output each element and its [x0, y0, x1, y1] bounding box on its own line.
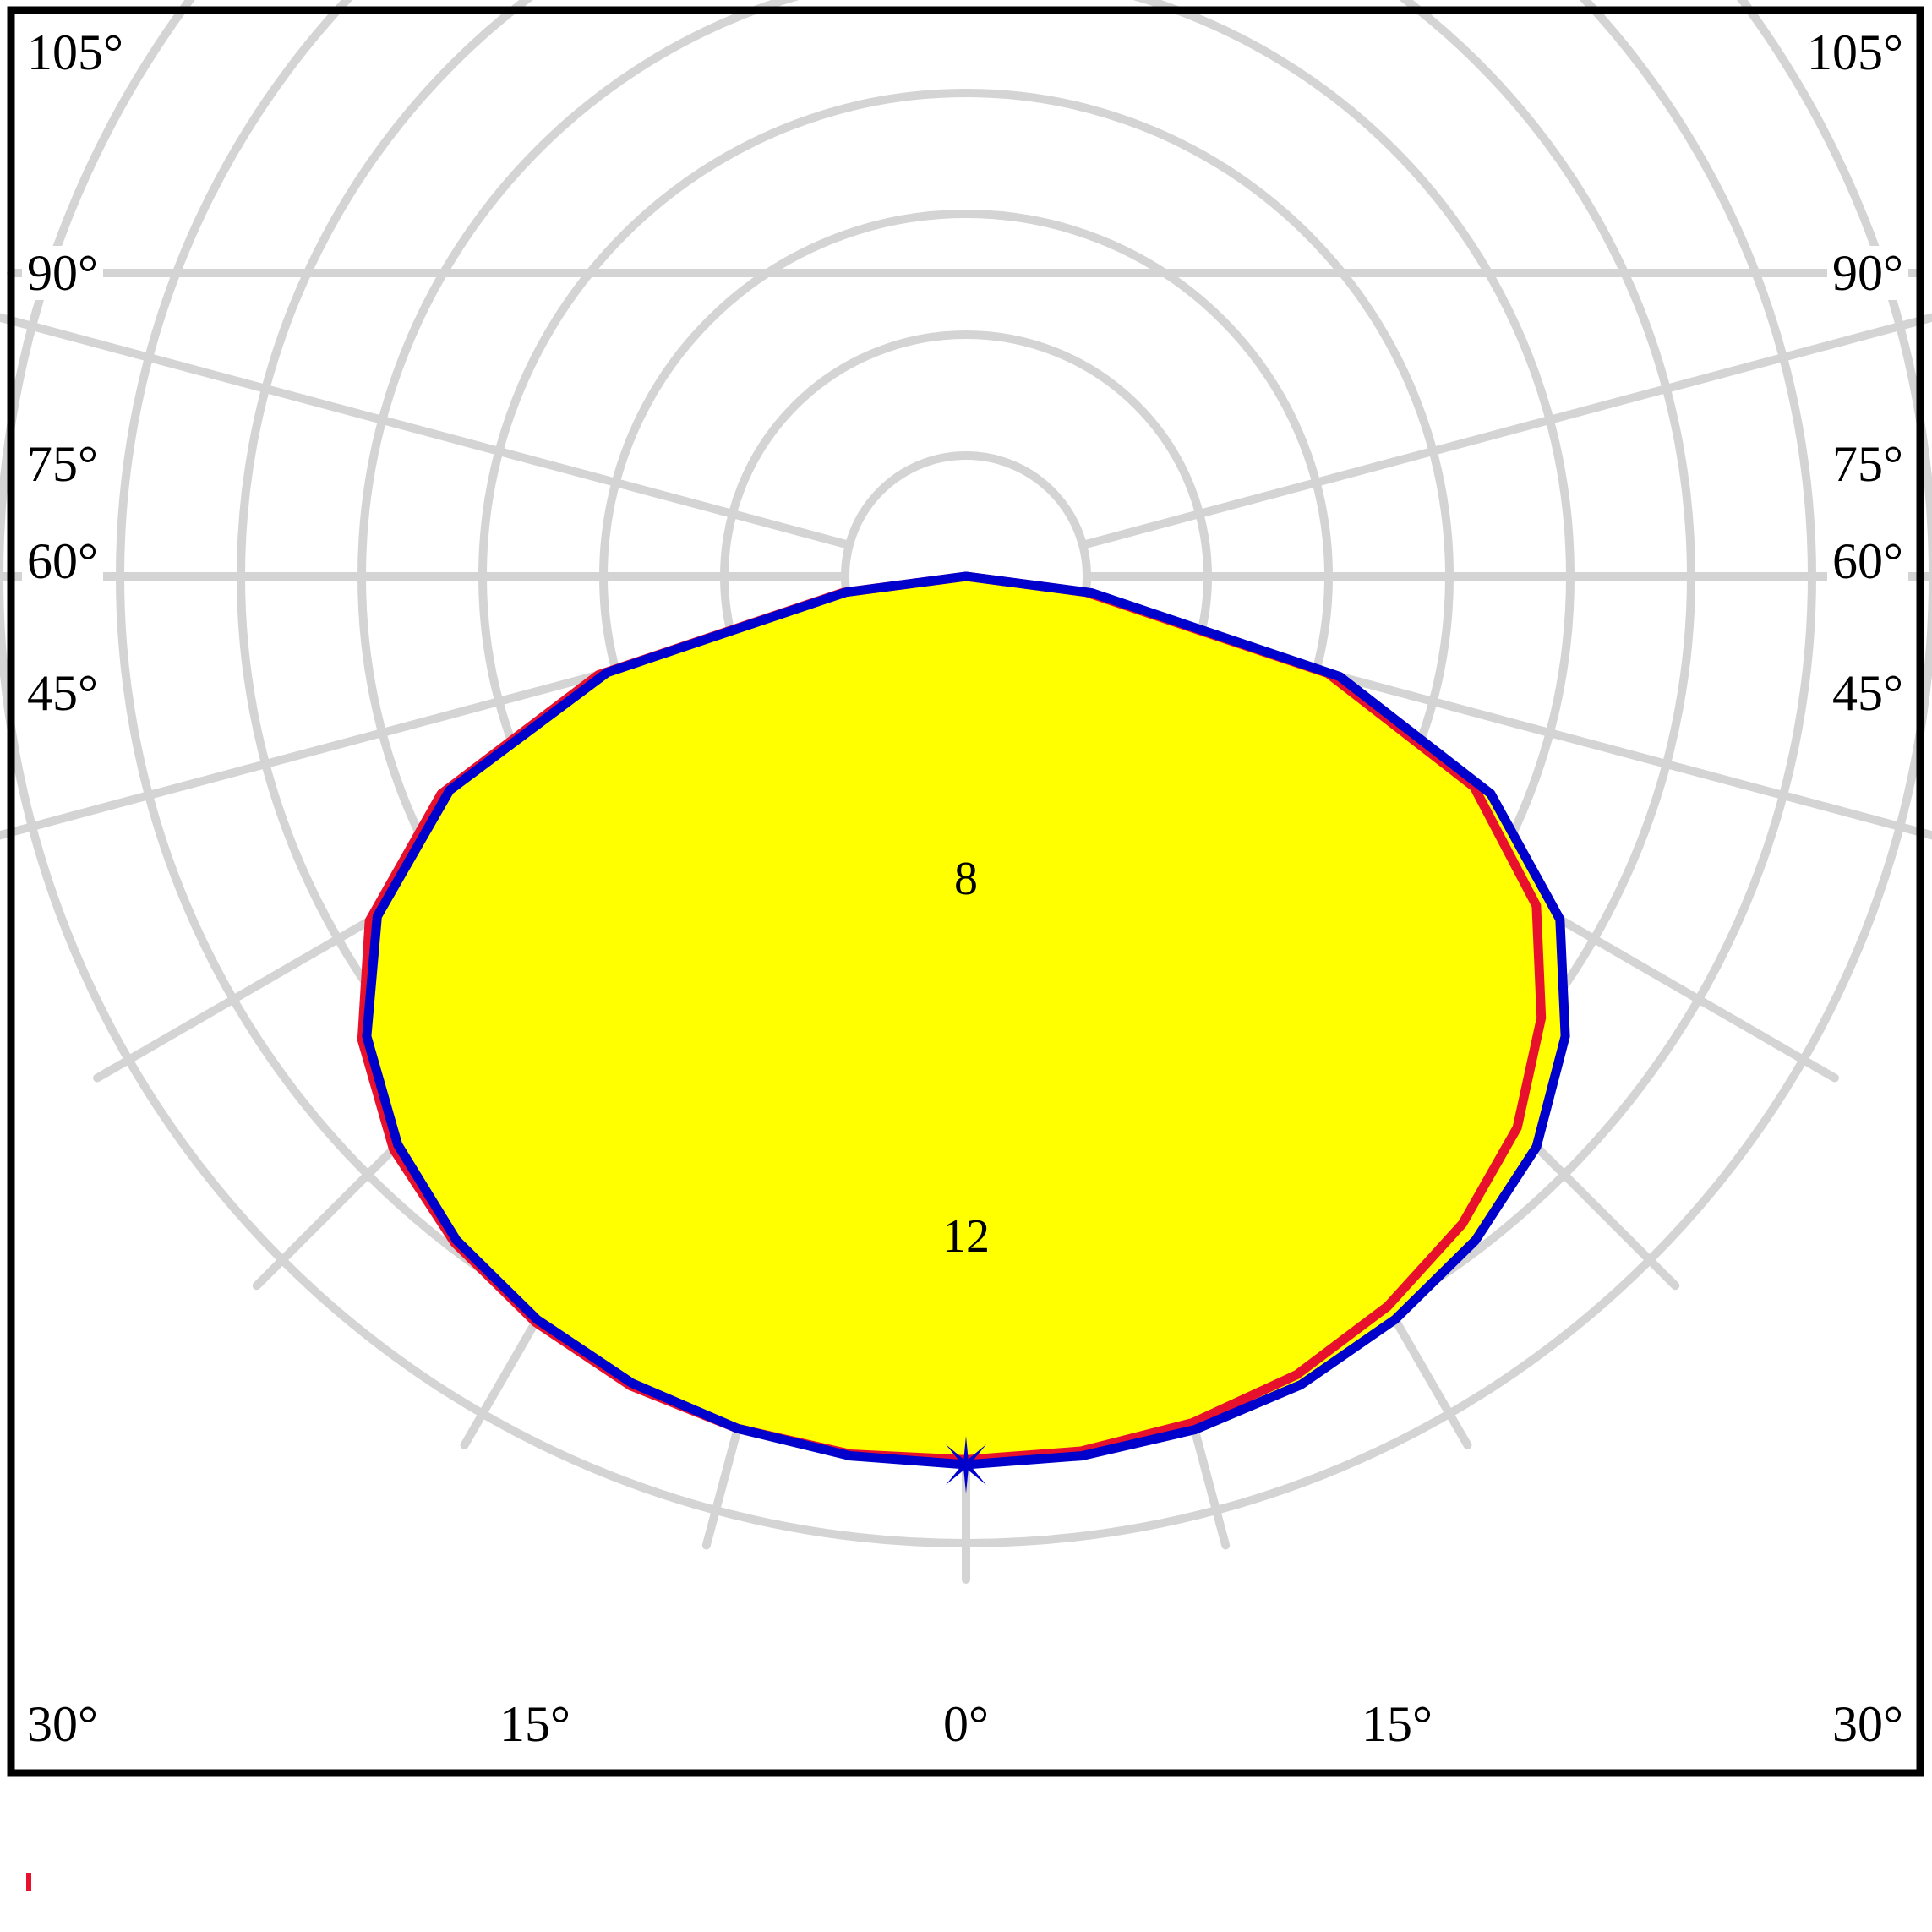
angle-label-left-0: 105° [22, 25, 128, 79]
angle-label-left-2: 75° [22, 437, 103, 491]
peak-star-glyph [937, 1436, 995, 1493]
angle-label-right-5: 30° [1827, 1697, 1908, 1751]
angle-label-right-0: 105° [1802, 25, 1908, 79]
grid-spoke [0, 313, 854, 549]
plot-border-overlay [7, 6, 1924, 1777]
radial-value-label-1: 12 [938, 1212, 994, 1261]
angle-label-left-4: 45° [22, 666, 103, 720]
angle-label-left-5: 30° [22, 1697, 103, 1751]
peak-star-marker [937, 1436, 995, 1493]
angle-label-bottom-1: 0° [938, 1697, 994, 1751]
angle-label-right-1: 90° [1827, 246, 1908, 300]
angle-label-right-4: 45° [1827, 666, 1908, 720]
distribution-fill [362, 576, 1566, 1465]
plot-border-top [7, 6, 1924, 1777]
angle-label-bottom-0: 15° [494, 1697, 576, 1751]
angle-label-right-3: 60° [1827, 534, 1908, 588]
radial-value-label-0: 8 [950, 854, 982, 903]
luminous-intensity-fill [362, 576, 1566, 1465]
angle-label-left-3: 60° [22, 534, 103, 588]
angle-label-left-1: 90° [22, 246, 103, 300]
angle-label-right-2: 75° [1827, 437, 1908, 491]
legend-color-swatch-red [26, 1873, 31, 1891]
angle-label-bottom-2: 15° [1356, 1697, 1438, 1751]
grid-spoke [1078, 313, 1932, 549]
